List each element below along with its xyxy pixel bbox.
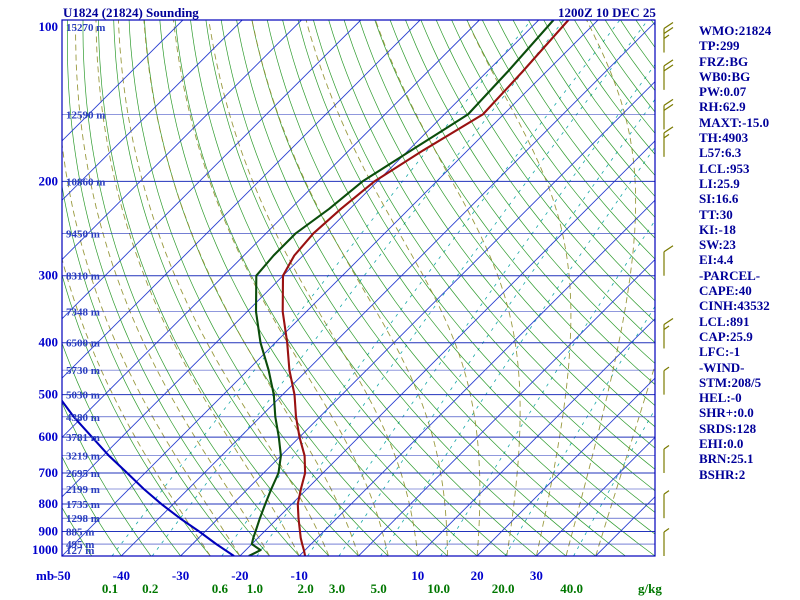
axis-label: 12590 m: [66, 109, 105, 121]
axis-label: 3219 m: [66, 451, 100, 463]
axis-label: 900: [39, 523, 59, 538]
stat-line: CINH:43532: [699, 298, 770, 314]
axis-label: 6500 m: [66, 338, 100, 350]
stat-line: -PARCEL-: [699, 267, 761, 283]
axis-label: 5730 m: [66, 365, 100, 377]
axis-label: 600: [39, 429, 59, 444]
isotherms: [62, 20, 655, 556]
axis-label: 1.0: [247, 581, 263, 596]
axis-label: 7348 m: [66, 307, 100, 319]
stat-line: CAPE:40: [699, 283, 752, 299]
axis-label: 8310 m: [66, 271, 100, 283]
stat-line: CAP:25.9: [699, 328, 753, 344]
axis-label: 500: [39, 387, 59, 402]
axis-label: 700: [39, 465, 59, 480]
stat-line: FRZ:BG: [699, 53, 749, 69]
stat-line: SW:23: [699, 237, 736, 253]
axis-label: 5.0: [370, 581, 386, 596]
stat-line: WMO:21824: [699, 23, 772, 38]
axis-label: 1735 m: [66, 499, 100, 511]
axis-label: 2695 m: [66, 468, 100, 480]
axis-label: 3781 m: [66, 432, 100, 444]
stat-line: PW:0.07: [699, 84, 747, 100]
stat-line: LI:25.9: [699, 175, 740, 191]
dry-adiabats: [62, 20, 655, 556]
axis-label: 10: [411, 568, 424, 583]
axis-label: 200: [39, 173, 59, 188]
axis-label: 40.0: [560, 581, 583, 596]
stat-line: L57:6.3: [699, 145, 742, 161]
axis-label: 4380 m: [66, 412, 100, 424]
stat-line: BSHR:2: [699, 466, 746, 482]
stat-line: BRN:25.1: [699, 451, 754, 467]
stats-panel: WMO:21824 TP:299 FRZ:BG WB0:BG PW:0.07 RH:62.…: [699, 23, 771, 482]
axis-label: 15270 m: [66, 22, 105, 34]
datetime-label: 1200Z 10 DEC 25: [558, 5, 656, 20]
axis-label: 5030 m: [66, 390, 100, 402]
axis-label: -40: [113, 568, 130, 583]
stat-line: EHI:0.0: [699, 436, 744, 452]
axis-label: mb: [36, 568, 54, 583]
wind-barbs: [663, 22, 674, 556]
temperature-trace: [281, 20, 570, 556]
plot-frame: [61, 19, 656, 557]
stat-line: MAXT:-15.0: [699, 114, 770, 130]
axis-label: 30: [530, 568, 543, 583]
axis-label: -50: [53, 568, 70, 583]
axis-label: 0.6: [212, 581, 229, 596]
axis-label: 9450 m: [66, 228, 100, 240]
stat-line: KI:-18: [699, 221, 736, 237]
stat-line: TT:30: [699, 206, 733, 222]
axis-label: 20: [471, 568, 484, 583]
stat-line: LCL:953: [699, 160, 750, 176]
axis-labels: 100 15270 m 12590 m 200 10860 m 9450 m 300 8310…: [32, 19, 662, 596]
stat-line: -WIND-: [699, 359, 745, 375]
axis-label: 2199 m: [66, 484, 100, 496]
stat-line: TP:299: [699, 38, 740, 54]
stat-line: STM:208/5: [699, 374, 762, 390]
moist-adiabats: [62, 20, 655, 556]
axis-label: 300: [39, 268, 59, 283]
dewpoint-trace: [248, 20, 555, 556]
axis-label: 10860 m: [66, 176, 105, 188]
stat-line: EI:4.4: [699, 252, 734, 268]
stat-line: HEL:-0: [699, 390, 742, 406]
axis-label: 0.1: [102, 581, 118, 596]
stat-line: SRDS:128: [699, 420, 757, 436]
axis-label: 800: [39, 496, 59, 511]
axis-label: 100: [39, 19, 59, 34]
stat-line: RH:62.9: [699, 99, 746, 115]
axis-label: -20: [231, 568, 248, 583]
stat-line: TH:4903: [699, 130, 749, 146]
stat-line: WB0:BG: [699, 68, 751, 84]
axis-label: 0.2: [142, 581, 158, 596]
axis-label: 885 m: [66, 526, 94, 538]
wet-bulb-trace: [62, 399, 235, 556]
axis-label: 400: [39, 335, 59, 350]
axis-label: -30: [172, 568, 189, 583]
axis-label: 127 m: [66, 545, 94, 557]
axis-label: 20.0: [492, 581, 515, 596]
axis-label: g/kg: [638, 581, 662, 596]
plot-area: [62, 20, 655, 556]
axis-label: 2.0: [297, 581, 313, 596]
axis-label: -10: [291, 568, 308, 583]
axis-label: 10.0: [427, 581, 450, 596]
axis-label: 1000: [32, 542, 58, 557]
axis-label: 1298 m: [66, 513, 100, 525]
stat-line: LFC:-1: [699, 344, 741, 360]
station-title: U1824 (21824) Sounding: [63, 5, 199, 20]
axis-label: 3.0: [329, 581, 345, 596]
stat-line: SHR+:0.0: [699, 405, 754, 421]
stat-line: LCL:891: [699, 313, 750, 329]
axis-label: 495 m: [66, 539, 94, 551]
stat-line: SI:16.6: [699, 191, 739, 207]
